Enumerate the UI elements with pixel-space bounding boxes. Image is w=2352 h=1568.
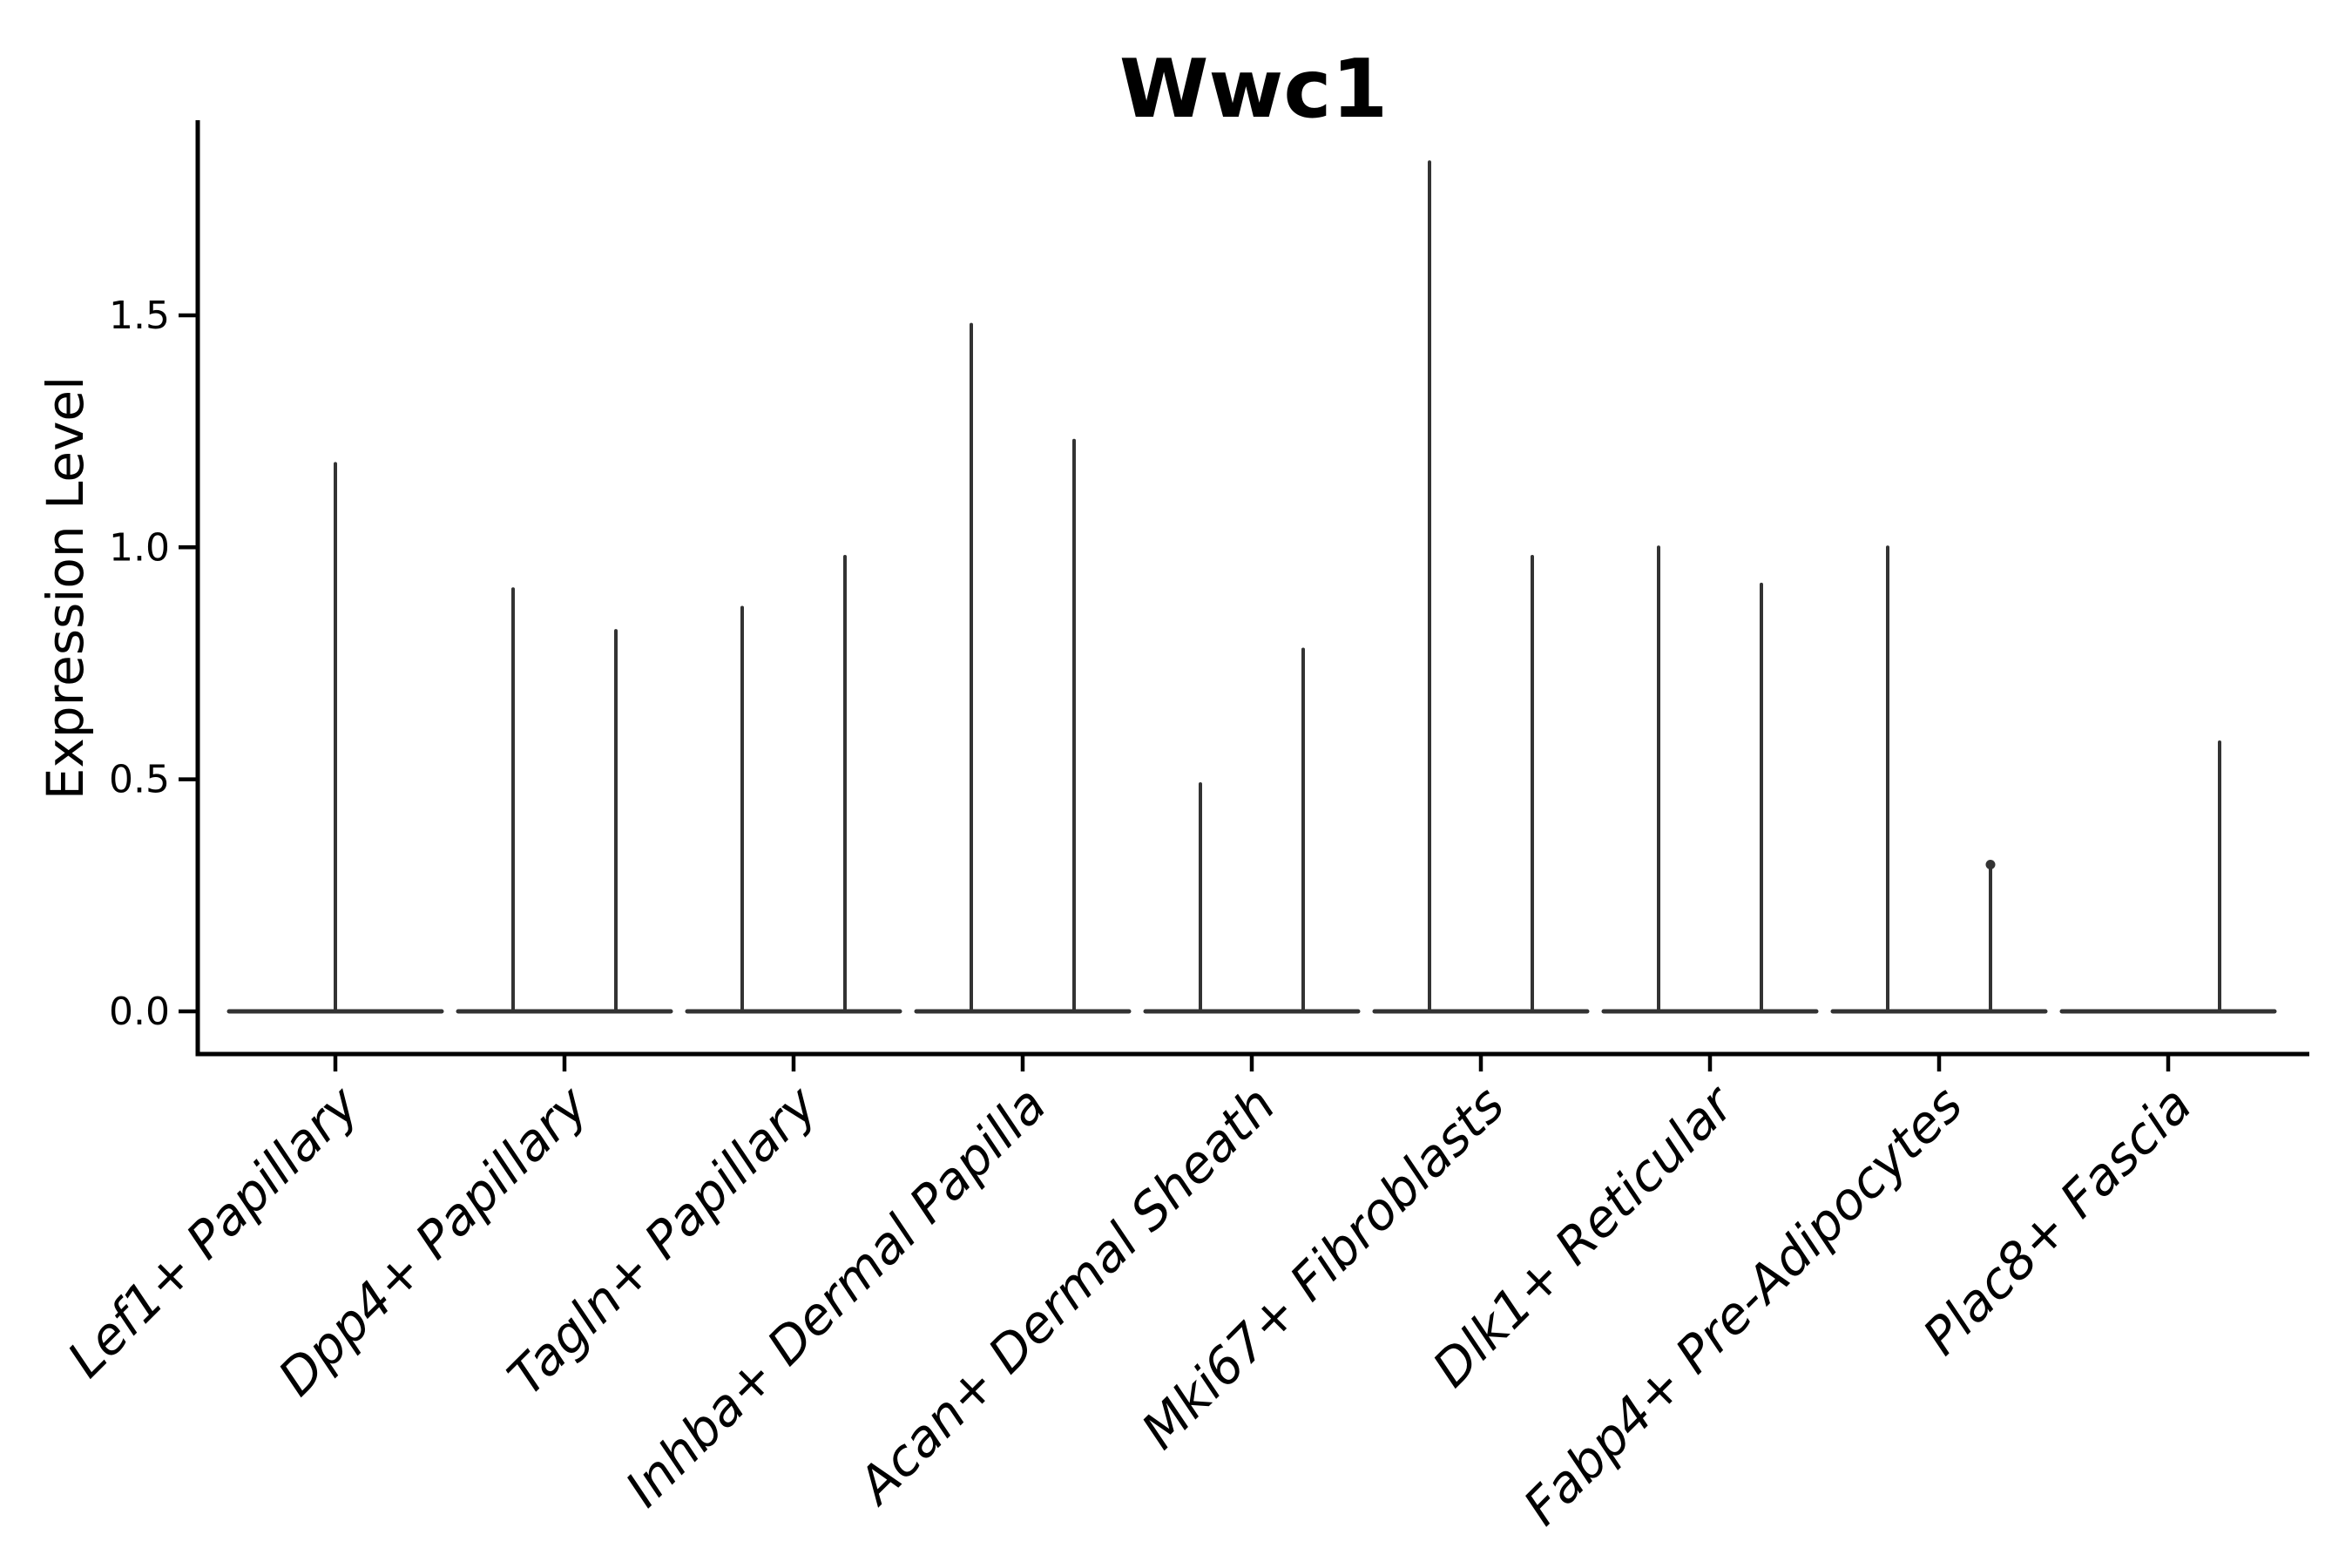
y-tick-label: 0.5 <box>109 758 170 802</box>
x-tick-label: Inhba+ Dermal Papilla <box>614 1075 1058 1518</box>
x-tick-label: Fabp4+ Pre-Adipocytes <box>1512 1075 1974 1537</box>
violin-spike-cap <box>1985 860 1996 870</box>
x-tick-label: Acan+ Dermal Sheath <box>844 1075 1287 1517</box>
y-axis-label: Expression Level <box>36 376 95 800</box>
y-tick-label: 1.0 <box>109 525 170 570</box>
y-tick-label: 0.0 <box>109 990 170 1034</box>
y-tick-label: 1.5 <box>109 294 170 338</box>
plot-title: Wwc1 <box>1119 42 1388 136</box>
